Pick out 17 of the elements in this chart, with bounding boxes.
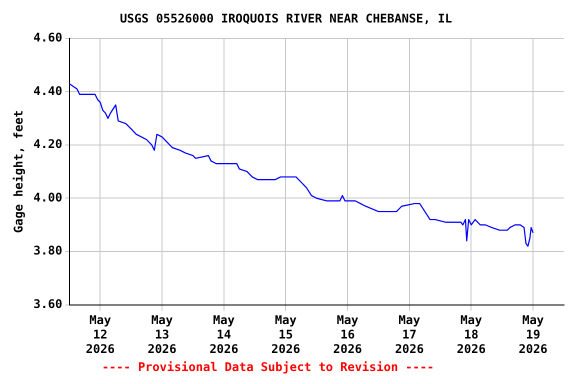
- x-tick-label: May 15 2026: [271, 313, 300, 356]
- x-tick-label: May 13 2026: [148, 313, 177, 356]
- y-axis-title: Gage height, feet: [11, 110, 26, 234]
- y-tick-label: 4.00: [33, 190, 62, 204]
- y-tick-label: 4.60: [33, 30, 62, 45]
- y-tick-label: 3.60: [33, 296, 62, 311]
- text: ---- Provisional Data Subject to Revision ----: [102, 360, 434, 374]
- y-tick-label: 4.20: [33, 137, 62, 152]
- x-tick-label: May 14 2026: [209, 313, 238, 356]
- x-tick-label: May 19 2026: [518, 313, 548, 356]
- y-tick-label: 4.40: [33, 84, 62, 98]
- chart-title: USGS 05526000 IROQUOIS RIVER NEAR CHEBANSE, IL: [120, 11, 452, 26]
- x-tick-label: May 16 2026: [333, 313, 362, 356]
- y-tick-label: 3.80: [33, 244, 62, 258]
- x-tick-label: May 12 2026: [86, 313, 115, 356]
- x-tick-label: May 18 2026: [456, 313, 486, 356]
- x-tick-label: May 17 2026: [394, 313, 424, 356]
